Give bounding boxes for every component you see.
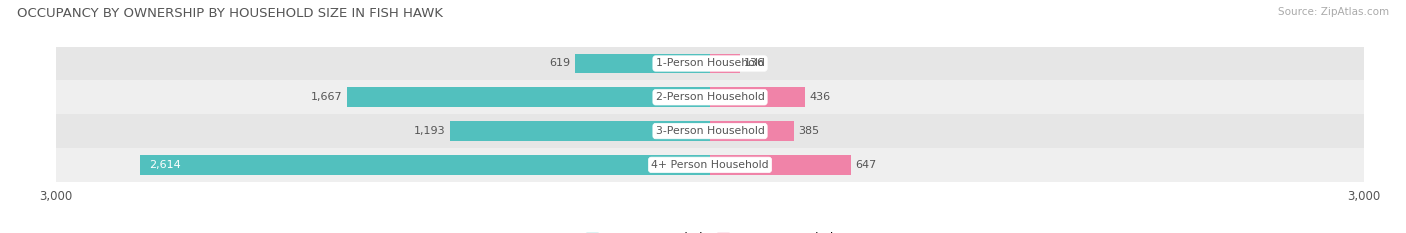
Text: OCCUPANCY BY OWNERSHIP BY HOUSEHOLD SIZE IN FISH HAWK: OCCUPANCY BY OWNERSHIP BY HOUSEHOLD SIZE… (17, 7, 443, 20)
Legend: Owner-occupied, Renter-occupied: Owner-occupied, Renter-occupied (581, 228, 839, 233)
Text: 385: 385 (799, 126, 820, 136)
Text: 136: 136 (744, 58, 765, 69)
Bar (710, 87, 806, 107)
Bar (347, 87, 710, 107)
Bar (450, 121, 710, 141)
Text: Source: ZipAtlas.com: Source: ZipAtlas.com (1278, 7, 1389, 17)
Bar (56, 80, 1364, 114)
Bar (56, 47, 1364, 80)
Bar (575, 54, 710, 73)
Text: 436: 436 (810, 92, 831, 102)
Bar (56, 148, 1364, 182)
Bar (710, 155, 851, 175)
Text: 619: 619 (550, 58, 571, 69)
Text: 647: 647 (855, 160, 876, 170)
Text: 1-Person Household: 1-Person Household (655, 58, 765, 69)
Text: 2,614: 2,614 (149, 160, 181, 170)
Text: 1,667: 1,667 (311, 92, 343, 102)
Bar (710, 54, 740, 73)
Bar (141, 155, 710, 175)
Bar (56, 114, 1364, 148)
Bar (710, 121, 794, 141)
Text: 1,193: 1,193 (413, 126, 446, 136)
Text: 3-Person Household: 3-Person Household (655, 126, 765, 136)
Text: 2-Person Household: 2-Person Household (655, 92, 765, 102)
Text: 4+ Person Household: 4+ Person Household (651, 160, 769, 170)
